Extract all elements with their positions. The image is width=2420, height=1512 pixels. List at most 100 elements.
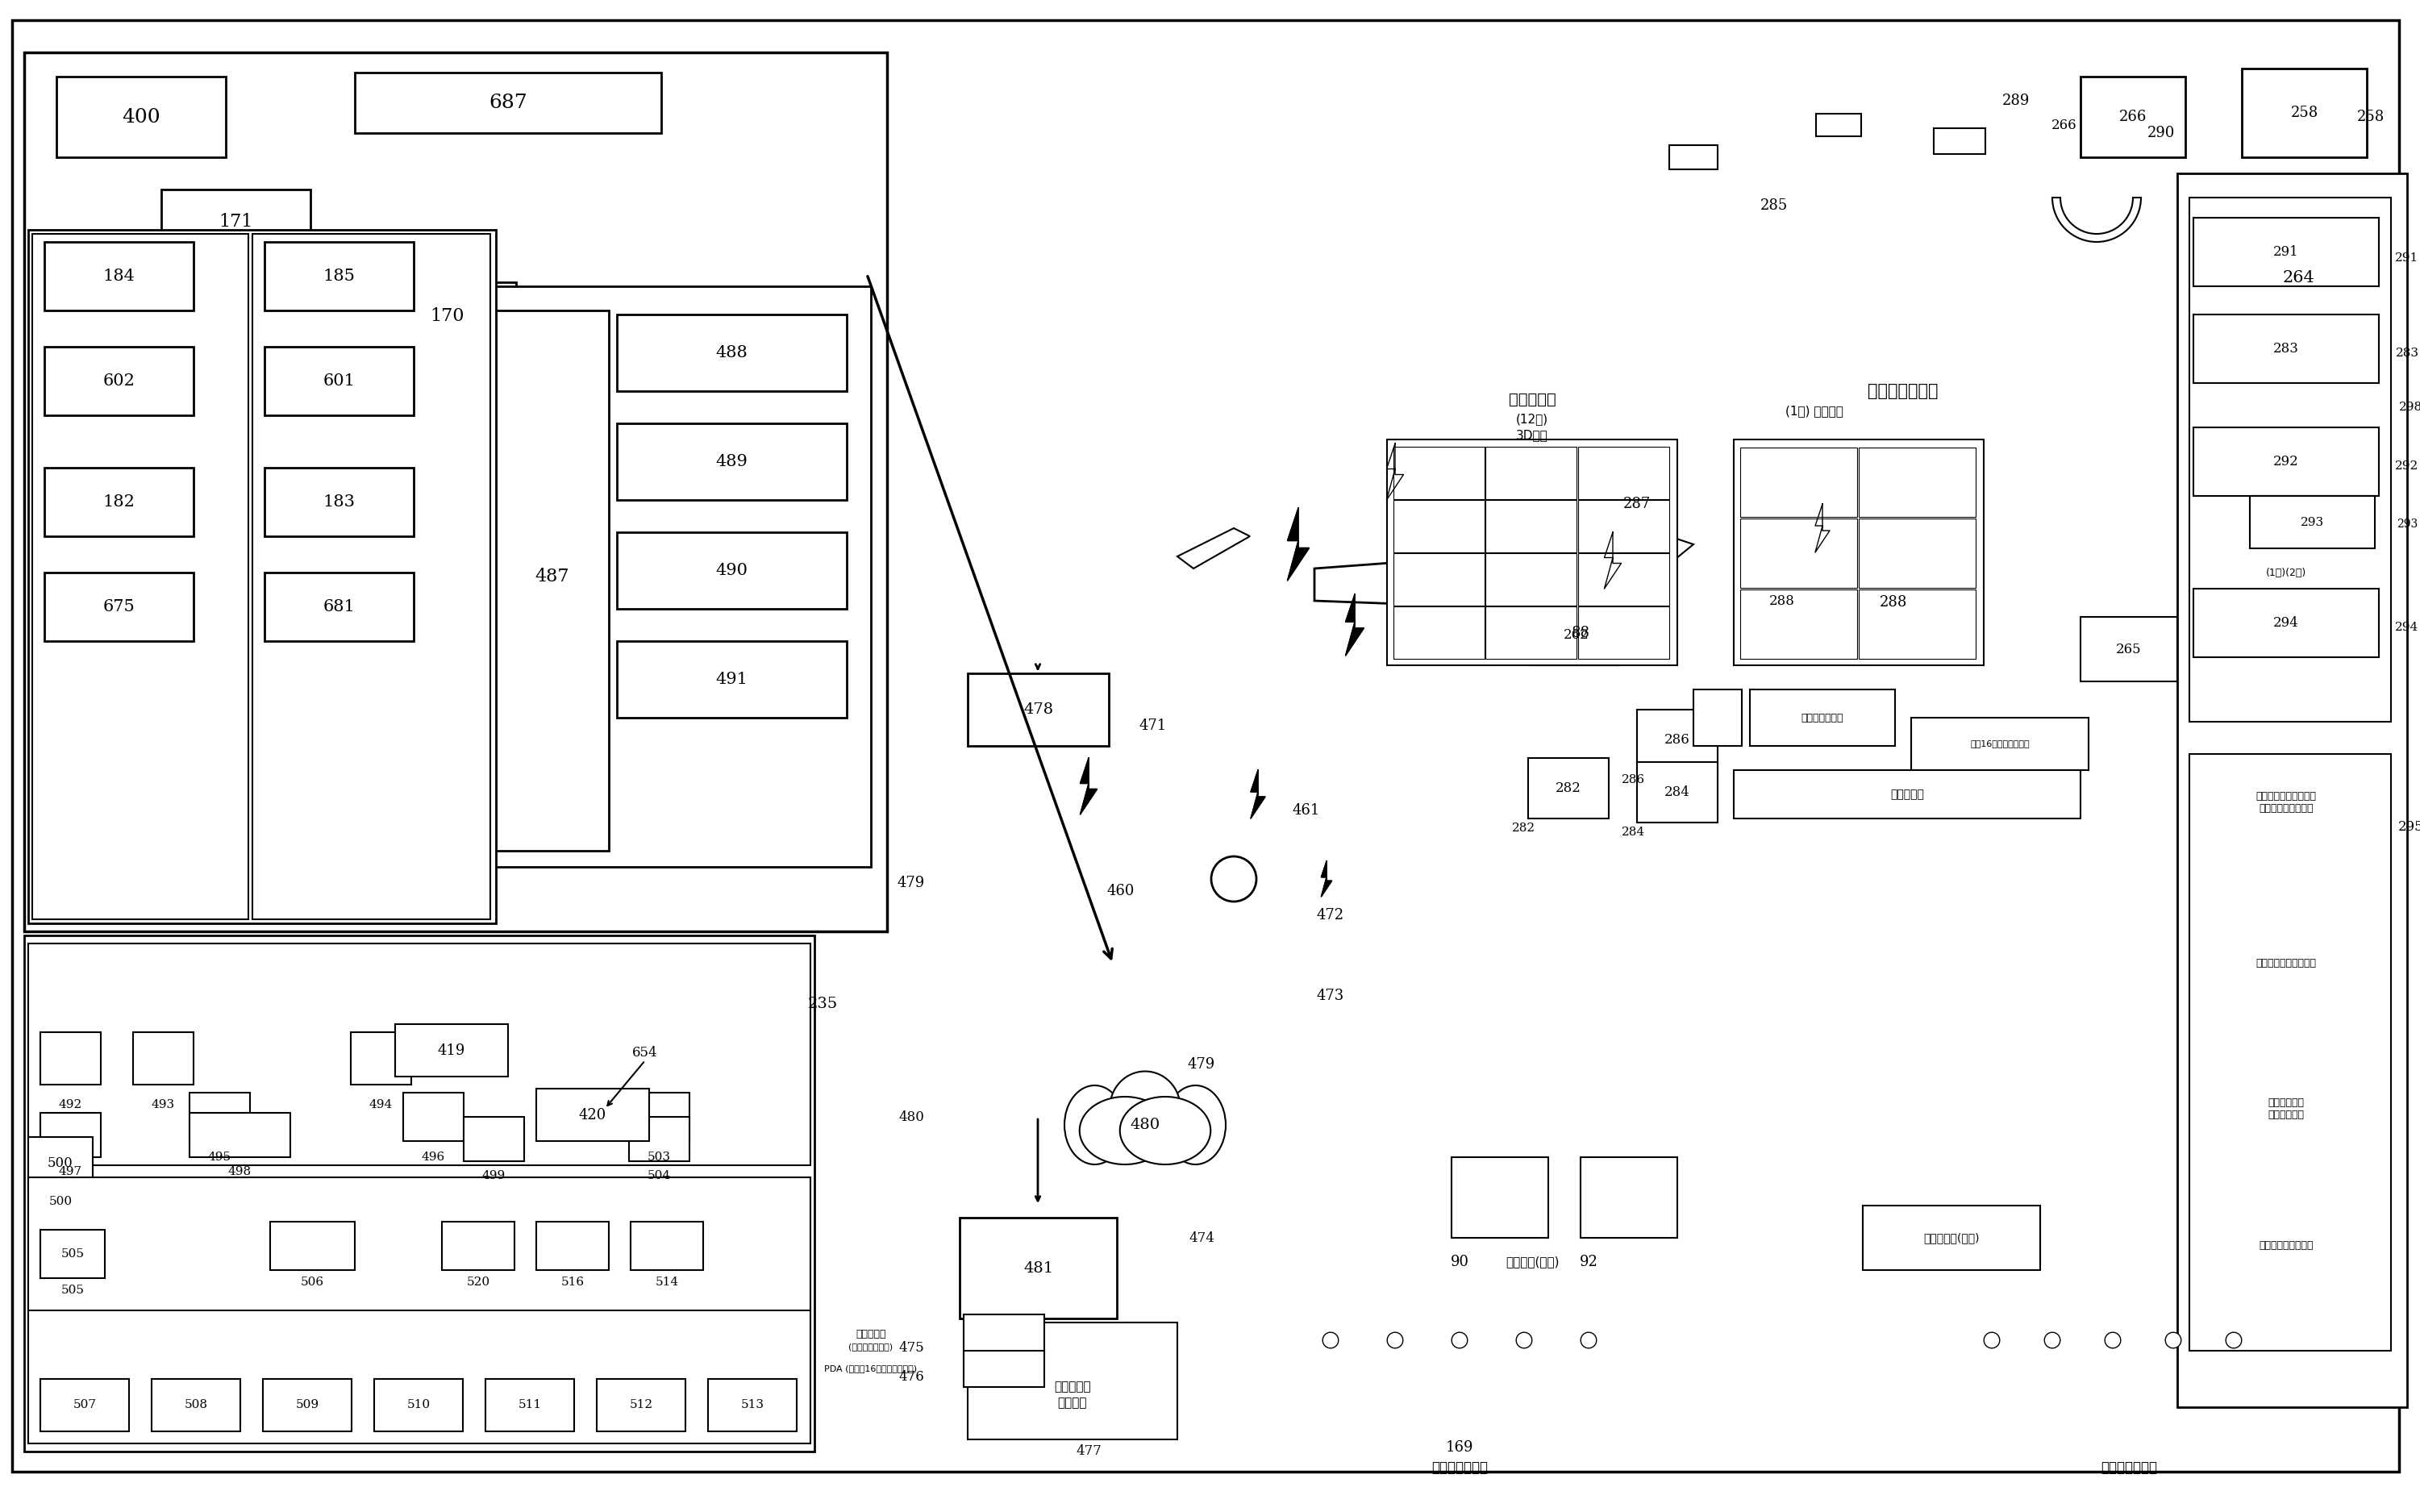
Bar [2190,754,2391,1350]
Text: 289: 289 [2001,94,2030,107]
Bar [1733,440,1984,665]
Ellipse shape [1065,1086,1125,1164]
Text: 291: 291 [2272,245,2299,259]
Text: 479: 479 [898,875,924,891]
Text: 286: 286 [1665,733,1689,747]
Text: 3D视频: 3D视频 [1515,429,1549,442]
Circle shape [2226,1332,2241,1349]
Polygon shape [1387,443,1404,500]
Text: 675: 675 [104,599,136,614]
Bar [1859,448,1975,517]
Text: 284: 284 [1665,785,1689,800]
Ellipse shape [1120,1096,1210,1164]
Bar [375,1379,462,1432]
Bar [2251,496,2374,549]
Text: 291: 291 [2396,253,2420,263]
Text: 无线接收器: 无线接收器 [857,1329,886,1340]
Bar [2193,588,2379,658]
Polygon shape [1314,552,1556,609]
Bar [2081,617,2178,682]
Bar [1394,500,1483,552]
Text: 287: 287 [1624,497,1650,511]
Circle shape [1387,1332,1404,1349]
Text: 475: 475 [898,1341,924,1355]
Bar [264,242,414,310]
Text: 265: 265 [2115,643,2142,656]
Bar [963,1314,1045,1355]
Text: 285: 285 [1759,198,1788,213]
Bar [1733,770,2081,818]
Bar [1527,758,1609,818]
Bar [264,346,414,416]
Bar [29,1178,811,1444]
Text: (1路) 备份视频: (1路) 备份视频 [1786,405,1844,417]
Bar [486,1379,574,1432]
Polygon shape [1251,770,1266,818]
Bar [537,1222,610,1270]
Text: (1路)(2路): (1路)(2路) [2265,567,2306,578]
Bar [1486,606,1575,659]
Bar [1394,446,1483,499]
Text: 288: 288 [1880,596,1907,609]
Text: 295: 295 [2398,820,2420,833]
Bar [162,189,310,254]
Bar [496,310,610,851]
Text: 无线手机手机
进行无线控制: 无线手机手机 进行无线控制 [2268,1098,2304,1120]
Text: 472: 472 [1316,909,1346,922]
Text: 514: 514 [656,1276,678,1288]
Text: 400: 400 [121,107,160,125]
Bar [1815,113,1861,136]
Bar [1670,145,1718,169]
Ellipse shape [2258,216,2338,301]
Circle shape [2166,1332,2180,1349]
Circle shape [1452,1332,1467,1349]
Bar [629,1093,690,1142]
Text: 500: 500 [48,1157,73,1170]
Bar [1934,129,1984,154]
Text: 90: 90 [1450,1255,1469,1269]
Ellipse shape [1166,1086,1225,1164]
Bar [264,1379,351,1432]
Text: 数据和语音终端: 数据和语音终端 [2101,1461,2156,1474]
Text: (内部具有单片机): (内部具有单片机) [849,1343,893,1350]
Text: 292: 292 [2396,461,2420,472]
Bar [24,936,816,1452]
Text: 481: 481 [1024,1261,1053,1275]
Text: 92: 92 [1580,1255,1597,1269]
Text: 282: 282 [1556,782,1580,795]
Bar [1912,718,2088,770]
Text: 513: 513 [741,1400,765,1411]
Text: 266: 266 [2120,110,2147,124]
Text: 主服务器(数据): 主服务器(数据) [1505,1256,1558,1269]
Ellipse shape [2224,246,2326,324]
Bar [133,1033,194,1084]
Text: 488: 488 [716,345,748,360]
Bar [963,1350,1045,1387]
Bar [2241,68,2367,157]
Bar [1486,500,1575,552]
Text: 477: 477 [1077,1444,1101,1459]
Bar [2178,174,2408,1408]
Text: 505: 505 [61,1285,85,1296]
Text: 184: 184 [104,269,136,284]
Bar [1578,446,1670,499]
Bar [1578,500,1670,552]
Text: 169: 169 [1445,1441,1474,1455]
Text: 185: 185 [322,269,356,284]
Bar [1452,1157,1549,1238]
Text: 508: 508 [184,1400,208,1411]
Text: 大屏液晶显示屏: 大屏液晶显示屏 [1868,383,1938,399]
Bar [44,346,194,416]
Text: 293: 293 [2396,519,2418,529]
Text: 520: 520 [467,1276,489,1288]
Bar [356,73,661,133]
Ellipse shape [1079,1096,1171,1164]
Text: 图形拼接控制器: 图形拼接控制器 [1800,712,1844,723]
Text: 171: 171 [218,213,254,231]
Polygon shape [1179,528,1249,569]
Bar [617,641,847,718]
Text: 170: 170 [431,307,465,325]
Text: 图形工作站控制主机: 图形工作站控制主机 [2258,1241,2314,1250]
Bar [44,573,194,641]
Bar [351,1033,411,1084]
